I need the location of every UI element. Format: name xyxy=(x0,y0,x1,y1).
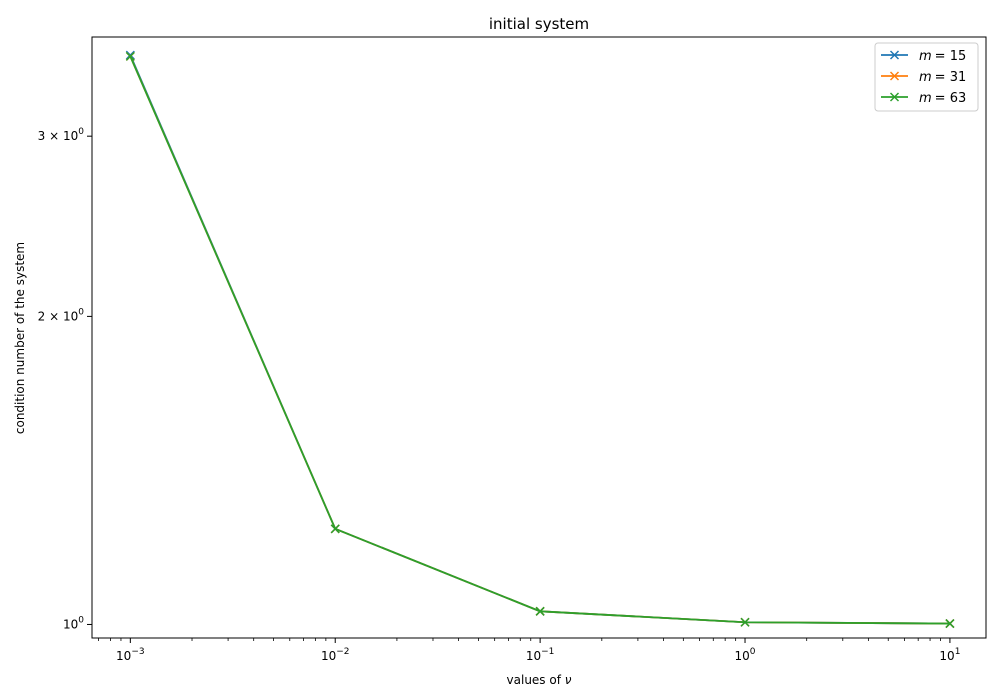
x-tick-label-exponent: −3 xyxy=(131,647,144,657)
x-marker-stroke xyxy=(945,619,955,629)
x-marker-stroke xyxy=(330,524,340,534)
x-tick-label-exponent: 0 xyxy=(750,647,756,657)
x-tick-label: 101 xyxy=(939,647,960,663)
y-tick-label-exponent: 0 xyxy=(78,127,84,137)
x-marker-stroke xyxy=(889,92,900,102)
legend-label-variable: m xyxy=(919,70,932,85)
legend-marker xyxy=(889,71,900,81)
y-tick-label: 3 × 100 xyxy=(38,127,85,143)
legend-label-name: = 15 xyxy=(935,49,967,64)
legend-label-name: = 63 xyxy=(935,91,967,106)
x-tick-label-exponent: 1 xyxy=(955,647,961,657)
y-tick-label: 100 xyxy=(63,615,84,631)
x-tick-label: 10−1 xyxy=(526,647,555,663)
axes-frame xyxy=(91,36,987,639)
x-marker-stroke xyxy=(535,606,545,616)
legend: m = 15m = 31m = 63 xyxy=(874,42,979,112)
legend-box xyxy=(874,42,979,112)
x-marker-stroke xyxy=(889,50,900,60)
x-axis-label-symbol: ν xyxy=(565,673,572,687)
data-point xyxy=(740,617,750,627)
x-tick-label-base: 10 xyxy=(321,649,336,663)
x-tick-label-exponent: −2 xyxy=(336,647,349,657)
y-tick-label-mantissa: 3 × xyxy=(38,129,63,143)
data-point xyxy=(535,606,545,616)
legend-label: m = 15 xyxy=(919,49,966,64)
plot-area xyxy=(125,50,955,629)
legend-label-name: = 31 xyxy=(935,70,967,85)
y-tick-label-base: 10 xyxy=(63,617,78,631)
chart-title: initial system xyxy=(489,15,589,33)
x-tick-label-base: 10 xyxy=(939,649,954,663)
x-tick-label-base: 10 xyxy=(526,649,541,663)
x-tick-label-base: 10 xyxy=(116,649,131,663)
legend-marker xyxy=(889,92,900,102)
legend-entry: m = 31 xyxy=(881,70,966,85)
y-tick-label-mantissa: 2 × xyxy=(38,309,63,323)
x-tick-label: 10−3 xyxy=(116,647,145,663)
legend-entry: m = 63 xyxy=(881,91,966,106)
legend-label-variable: m xyxy=(919,91,932,106)
y-tick-label-base: 10 xyxy=(63,309,78,323)
x-marker-stroke xyxy=(125,50,135,60)
y-tick-label-exponent: 0 xyxy=(78,615,84,625)
data-point xyxy=(945,619,955,629)
y-tick-label-exponent: 0 xyxy=(78,307,84,317)
x-axis-label: values of ν xyxy=(507,673,572,687)
data-point xyxy=(330,524,340,534)
data-point xyxy=(125,50,135,60)
legend-label-variable: m xyxy=(919,49,932,64)
x-marker-stroke xyxy=(889,71,900,81)
x-tick-label-base: 10 xyxy=(735,649,750,663)
y-axis-label: condition number of the system xyxy=(13,242,27,434)
x-marker-stroke xyxy=(740,617,750,627)
x-marker-stroke xyxy=(125,51,135,61)
legend-marker xyxy=(889,50,900,60)
x-tick-label-exponent: −1 xyxy=(541,647,554,657)
legend-label: m = 63 xyxy=(919,91,966,106)
y-tick-label-base: 10 xyxy=(63,129,78,143)
x-axis-label-prefix: values of xyxy=(507,673,565,687)
y-tick-label: 2 × 100 xyxy=(38,307,85,323)
data-point xyxy=(125,51,135,61)
legend-entry: m = 15 xyxy=(881,49,966,64)
x-tick-label: 100 xyxy=(735,647,756,663)
legend-label: m = 31 xyxy=(919,70,966,85)
x-tick-label: 10−2 xyxy=(321,647,350,663)
